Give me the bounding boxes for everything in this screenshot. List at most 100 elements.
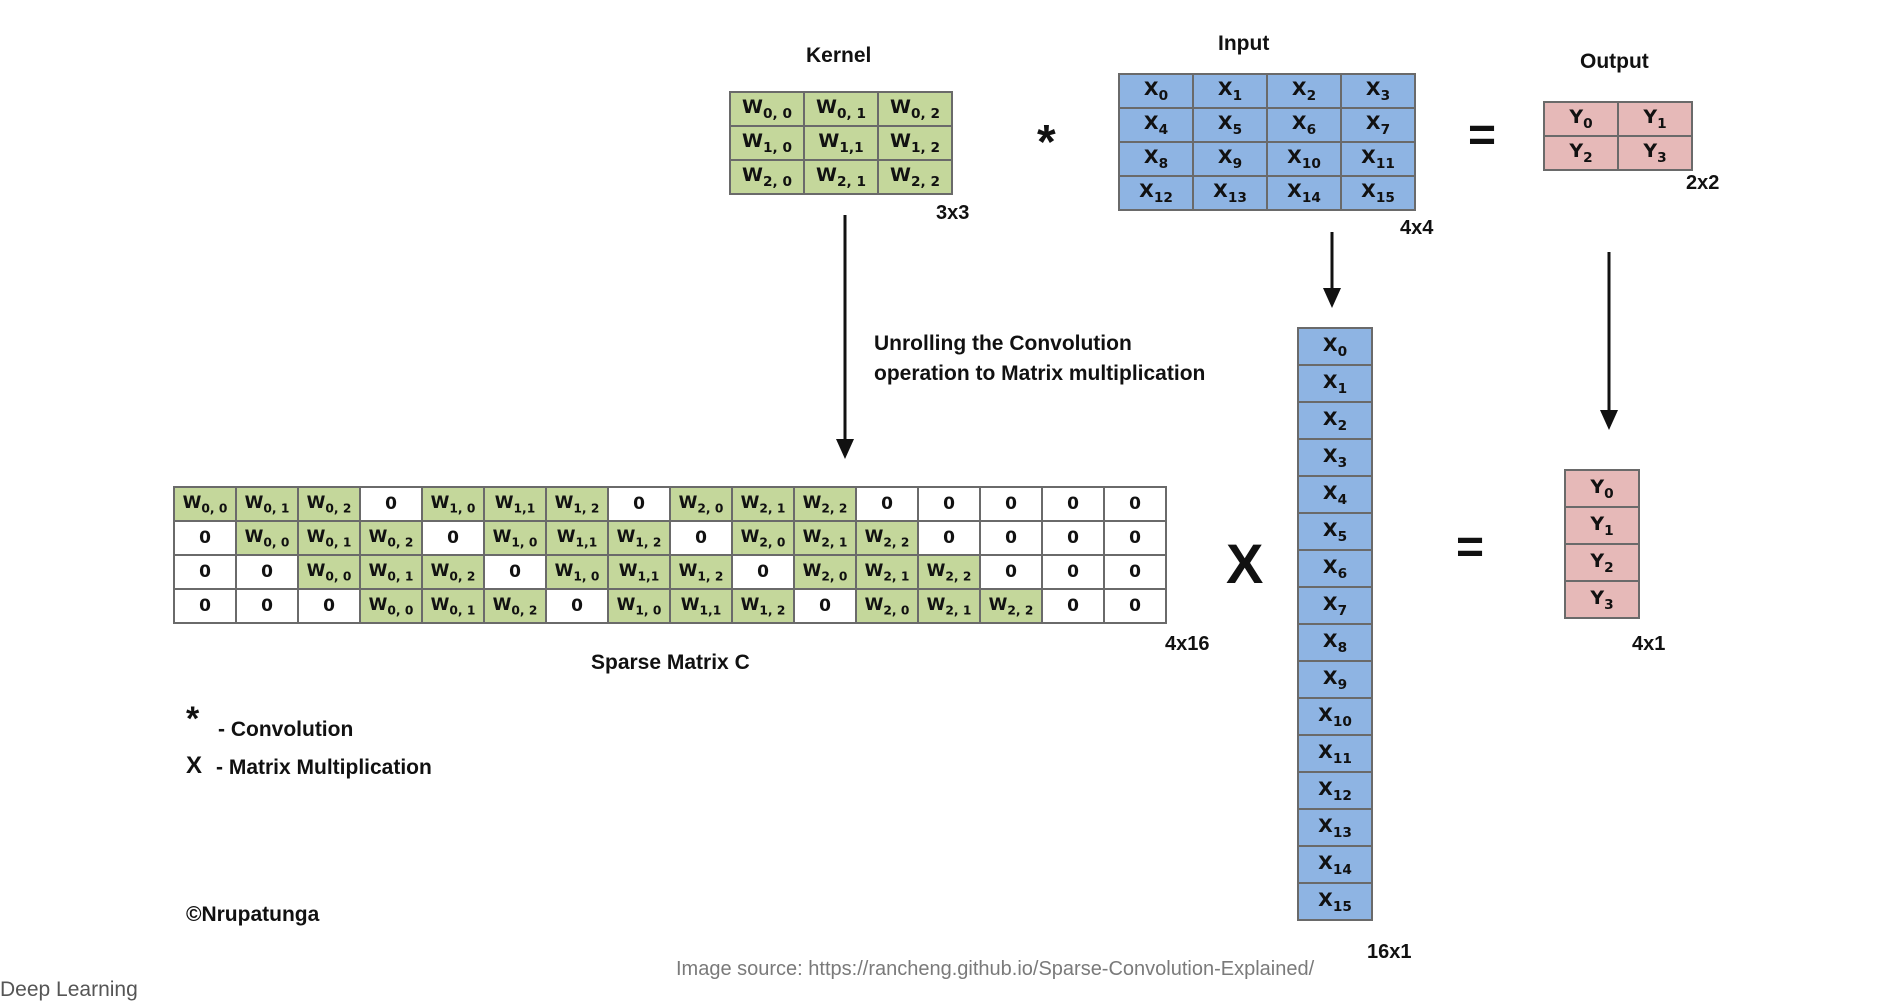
input-cell: X12: [1118, 175, 1194, 211]
input-cell: X6: [1266, 107, 1342, 143]
sparse-cell: W1,1: [607, 554, 671, 590]
sparse-cell: W2, 0: [855, 588, 919, 624]
input-cell: X11: [1340, 141, 1416, 177]
sparse-cell: W2, 1: [855, 554, 919, 590]
input-cell: X5: [1192, 107, 1268, 143]
sparse-cell: W2, 0: [669, 486, 733, 522]
input-cell: X2: [1266, 73, 1342, 109]
sparse-cell: W1, 2: [669, 554, 733, 590]
sparse-cell: 0: [979, 486, 1043, 522]
input-cell: X3: [1340, 73, 1416, 109]
legend-matmul-symbol: X: [186, 752, 203, 779]
matrix-row: X8: [1297, 623, 1373, 662]
legend-matmul-text: - Matrix Multiplication: [216, 756, 432, 779]
matrix-row: 0 W0, 0 W0, 1 W0, 2 0 W1, 0 W1,1 W1, 2 0 W2, 0 W2,…: [173, 520, 1167, 556]
legend-conv-text: - Convolution: [218, 718, 354, 741]
kernel-cell: W0, 2: [877, 91, 953, 127]
matrix-row: X10: [1297, 697, 1373, 736]
unroll-text-line1: Unrolling the Convolution: [874, 332, 1132, 355]
sparse-cell: W1, 0: [421, 486, 485, 522]
matrix-row: X4: [1297, 475, 1373, 514]
sparse-cell: W2, 1: [917, 588, 981, 624]
sparse-cell: W1, 2: [545, 486, 609, 522]
sparse-cell: 0: [1103, 588, 1167, 624]
sparse-cell: 0: [607, 486, 671, 522]
sparse-cell: W1,1: [483, 486, 547, 522]
matrix-row: X4 X5 X6 X7: [1118, 107, 1416, 143]
kernel-cell: W1,1: [803, 125, 879, 161]
sparse-cell: 0: [1103, 486, 1167, 522]
input-vector-cell: X1: [1297, 364, 1373, 403]
input-title: Input: [1218, 32, 1270, 55]
input-vector-cell: X13: [1297, 808, 1373, 847]
sparse-matrix: W0, 0 W0, 1 W0, 2 0 W1, 0 W1,1 W1, 2 0 W2, 0 W2, …: [173, 486, 1167, 624]
matrix-row: Y0 Y1: [1543, 101, 1693, 137]
output-vector-cell: Y1: [1564, 506, 1640, 545]
sparse-cell: 0: [173, 554, 237, 590]
kernel-dim: 3x3: [936, 202, 970, 224]
sparse-cell: 0: [855, 486, 919, 522]
sparse-cell: 0: [1041, 520, 1105, 556]
kernel-cell: W2, 2: [877, 159, 953, 195]
output-matrix: Y0 Y1 Y2 Y3: [1543, 101, 1693, 171]
matrix-row: Y0: [1564, 469, 1640, 508]
output-vector-cell: Y0: [1564, 469, 1640, 508]
matrix-row: X13: [1297, 808, 1373, 847]
sparse-cell: W0, 0: [173, 486, 237, 522]
sparse-cell: 0: [917, 486, 981, 522]
input-vector-cell: X3: [1297, 438, 1373, 477]
sparse-cell: W0, 1: [359, 554, 423, 590]
input-vector-cell: X2: [1297, 401, 1373, 440]
kernel-cell: W1, 2: [877, 125, 953, 161]
output-title: Output: [1580, 50, 1649, 73]
matrix-row: W1, 0 W1,1 W1, 2: [729, 125, 953, 161]
input-matrix: X0 X1 X2 X3 X4 X5 X6 X7 X8 X9 X10 X11 X12 X13 X14 X15: [1118, 73, 1416, 211]
input-vector: X0 X1 X2 X3 X4 X5 X6 X7 X8 X9 X10 X11 X12 X13 X14 X15: [1297, 327, 1373, 921]
matrix-row: X2: [1297, 401, 1373, 440]
sparse-cell: 0: [669, 520, 733, 556]
input-down-arrow: [1323, 232, 1341, 308]
sparse-cell: W0, 2: [483, 588, 547, 624]
input-cell: X14: [1266, 175, 1342, 211]
input-vector-cell: X6: [1297, 549, 1373, 588]
sparse-cell: 0: [483, 554, 547, 590]
matrix-row: Y1: [1564, 506, 1640, 545]
sparse-cell: 0: [359, 486, 423, 522]
input-vector-cell: X10: [1297, 697, 1373, 736]
sparse-cell: 0: [1041, 554, 1105, 590]
sparse-cell: 0: [173, 520, 237, 556]
matrix-row: Y2 Y3: [1543, 135, 1693, 171]
kernel-cell: W0, 1: [803, 91, 879, 127]
sparse-cell: W0, 1: [421, 588, 485, 624]
output-vector: Y0 Y1 Y2 Y3: [1564, 469, 1640, 619]
sparse-cell: W2, 1: [793, 520, 857, 556]
input-vector-cell: X12: [1297, 771, 1373, 810]
sparse-cell: W0, 2: [297, 486, 361, 522]
legend-conv-symbol: *: [186, 700, 200, 738]
matrix-row: X15: [1297, 882, 1373, 921]
output-down-arrow: [1600, 252, 1618, 430]
sparse-cell: W1,1: [545, 520, 609, 556]
matrix-row: X11: [1297, 734, 1373, 773]
matrix-row: X3: [1297, 438, 1373, 477]
sparse-cell: W2, 0: [793, 554, 857, 590]
input-vector-cell: X5: [1297, 512, 1373, 551]
matrix-row: X6: [1297, 549, 1373, 588]
sparse-cell: W1, 0: [607, 588, 671, 624]
sparse-cell: W1, 0: [483, 520, 547, 556]
input-vector-cell: X0: [1297, 327, 1373, 366]
matrix-row: Y3: [1564, 580, 1640, 619]
kernel-cell: W1, 0: [729, 125, 805, 161]
sparse-cell: 0: [421, 520, 485, 556]
matmul-operator: X: [1226, 532, 1264, 595]
kernel-cell: W0, 0: [729, 91, 805, 127]
image-source-caption: Image source: https://rancheng.github.io…: [676, 958, 1315, 980]
output-cell: Y2: [1543, 135, 1619, 171]
matrix-row: X0 X1 X2 X3: [1118, 73, 1416, 109]
sparse-cell: 0: [731, 554, 795, 590]
equals-top-operator: =: [1468, 109, 1497, 162]
convolution-operator: *: [1037, 116, 1056, 169]
input-vector-cell: X7: [1297, 586, 1373, 625]
sparse-cell: W2, 0: [731, 520, 795, 556]
